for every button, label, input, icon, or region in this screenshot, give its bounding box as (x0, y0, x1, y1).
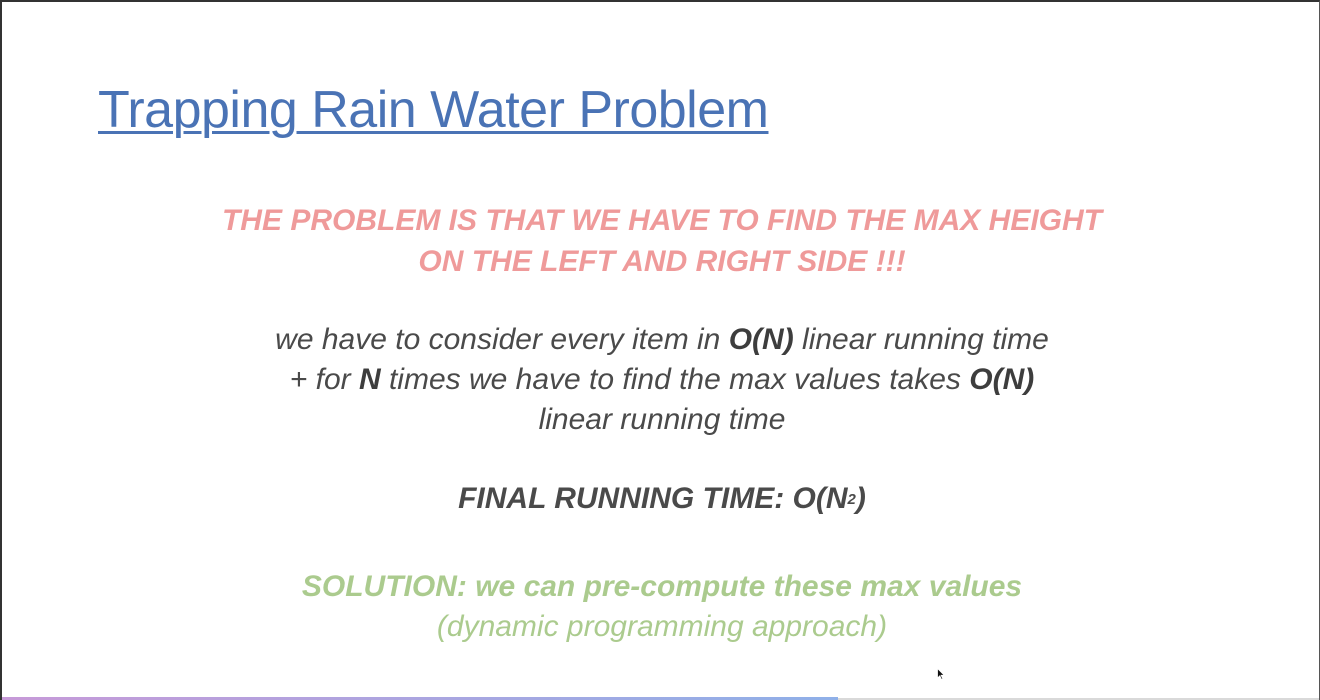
exponent: 2 (847, 491, 856, 508)
final-running-time: FINAL RUNNING TIME: O(N2) (2, 479, 1319, 519)
complexity-term: N (358, 363, 381, 396)
complexity-explanation: we have to consider every item in O(N) l… (2, 320, 1319, 440)
slide-progress-bar (2, 697, 838, 700)
problem-line-2: ON THE LEFT AND RIGHT SIDE !!! (418, 245, 906, 278)
solution-approach: (dynamic programming approach) (436, 610, 888, 643)
explanation-text: we have to consider every item in (275, 323, 729, 356)
explanation-line-1: we have to consider every item in O(N) l… (2, 320, 1319, 360)
mouse-pointer-icon (937, 668, 945, 680)
explanation-text: + for (289, 363, 359, 396)
explanation-text: linear running time (793, 323, 1049, 356)
problem-statement: THE PROBLEM IS THAT WE HAVE TO FIND THE … (2, 200, 1319, 282)
explanation-line-2: + for N times we have to find the max va… (2, 360, 1319, 400)
explanation-line-3: linear running time (538, 403, 786, 436)
solution-block: SOLUTION: we can pre-compute these max v… (2, 567, 1319, 647)
slide-title: Trapping Rain Water Problem (98, 81, 769, 139)
explanation-text: times we have to find the max values tak… (380, 363, 970, 396)
complexity-term: O(N) (728, 323, 794, 356)
solution-line: SOLUTION: we can pre-compute these max v… (301, 570, 1023, 603)
problem-line-1: THE PROBLEM IS THAT WE HAVE TO FIND THE … (221, 204, 1102, 237)
final-running-time-text: FINAL RUNNING TIME: O(N (458, 482, 848, 515)
complexity-term: O(N) (969, 363, 1035, 396)
final-running-time-close: ) (855, 482, 866, 515)
bottom-edge (838, 698, 1319, 700)
final-running-time-line: FINAL RUNNING TIME: O(N2) (2, 479, 1319, 519)
